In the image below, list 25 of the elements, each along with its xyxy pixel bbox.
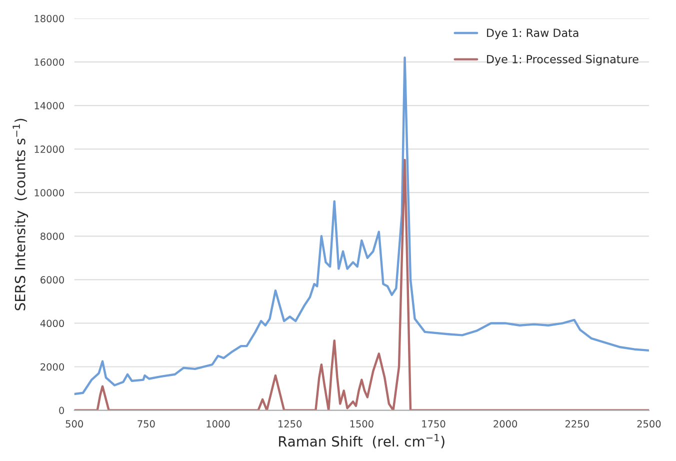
- x-tick-label: 500: [66, 420, 83, 428]
- y-tick-label: 6000: [40, 276, 64, 284]
- x-tick-label: 2250: [565, 420, 589, 428]
- y-tick-label: 18000: [34, 14, 64, 22]
- x-tick-label: 1000: [206, 420, 230, 428]
- x-tick-label: 2500: [637, 420, 661, 428]
- legend-label: Dye 1: Processed Signature: [487, 54, 638, 66]
- x-tick-label: 2000: [494, 420, 518, 428]
- y-tick-label: 2000: [40, 363, 64, 371]
- x-axis-title: Raman Shift (rel. cm$^{−1}$): [279, 434, 444, 448]
- x-tick-label: 1500: [350, 420, 374, 428]
- x-tick-label: 750: [138, 420, 155, 428]
- x-tick-label: 1750: [422, 420, 446, 428]
- y-tick-label: 12000: [34, 146, 64, 153]
- y-tick-label: 0: [59, 406, 64, 414]
- y-tick-label: 4000: [40, 320, 64, 328]
- line-series: [74, 56, 649, 396]
- y-axis-title: SERS Intensity (counts s$^{−1}$): [12, 118, 28, 310]
- x-tick-label: 1250: [278, 420, 302, 428]
- line-series: [74, 158, 649, 410]
- y-tick-label: 10000: [34, 189, 64, 196]
- y-tick-label: 8000: [40, 232, 64, 240]
- y-tick-label: 14000: [34, 102, 64, 110]
- legend-label: Dye 1: Raw Data: [487, 28, 578, 40]
- y-tick-label: 16000: [34, 58, 64, 66]
